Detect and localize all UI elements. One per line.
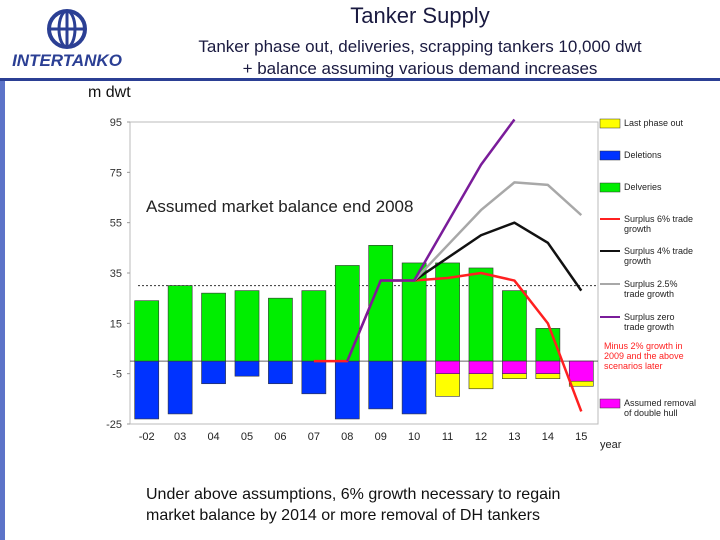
bar-deliveries	[301, 290, 327, 362]
legend-label-minus-2-growth-in-2009-and-the-above-scenarios-later: 2009 and the above	[604, 351, 684, 361]
legend-label-minus-2-growth-in-2009-and-the-above-scenarios-later: scenarios later	[604, 361, 663, 371]
logo-wordmark: INTERTANKO	[12, 51, 122, 70]
y-tick-label: 15	[110, 318, 122, 330]
subtitle-line-2: + balance assuming various demand increa…	[242, 59, 598, 78]
x-tick-label: 06	[274, 431, 286, 443]
bar-assumed-removal-of-double-hull	[535, 360, 561, 374]
x-tick-label: 10	[408, 431, 420, 443]
x-tick-label: 08	[341, 431, 353, 443]
bar-assumed-removal-of-double-hull	[568, 360, 594, 382]
legend-swatch-delveries	[599, 182, 621, 193]
caption-line-2: market balance by 2014 or more removal o…	[146, 507, 540, 524]
legend-label-surplus-2-5-trade-growth: trade growth	[624, 289, 674, 299]
x-axis-title: year	[600, 439, 622, 451]
line-surplus-4-trade-growth	[413, 221, 583, 292]
y-tick-label: 55	[110, 218, 122, 230]
bar-deletions	[368, 360, 394, 410]
legend-label-surplus-6-trade-growth: growth	[624, 224, 651, 234]
x-tick-label: 04	[207, 431, 219, 443]
legend-swatch-assumed-removal-of-double-hull	[599, 398, 621, 409]
legend-label-deletions: Deletions	[624, 150, 662, 160]
legend-swatch-last-phase-out	[599, 118, 621, 129]
x-tick-label: 13	[508, 431, 520, 443]
bar-deletions	[134, 360, 160, 420]
bar-deletions	[234, 360, 260, 377]
x-tick-label: 05	[241, 431, 253, 443]
legend-label-last-phase-out: Last phase out	[624, 118, 684, 128]
bar-last-phase-out	[568, 380, 594, 387]
y-tick-label: 35	[110, 268, 122, 280]
bar-deletions	[167, 360, 193, 415]
caption: Under above assumptions, 6% growth neces…	[146, 484, 666, 526]
bar-deliveries	[502, 290, 527, 362]
x-tick-label: 14	[542, 431, 554, 443]
x-tick-label: 11	[442, 431, 453, 443]
subtitle-line-1: Tanker phase out, deliveries, scrapping …	[198, 37, 642, 56]
bar-deliveries	[268, 297, 293, 362]
bar-assumed-removal-of-double-hull	[435, 360, 460, 374]
x-tick-label: -02	[139, 431, 155, 443]
caption-line-1: Under above assumptions, 6% growth neces…	[146, 486, 561, 503]
left-accent-strip	[0, 81, 5, 540]
line-surplus-zero-trade-growth	[346, 118, 516, 362]
intertanko-logo: INTERTANKO	[8, 8, 126, 74]
bar-deliveries	[368, 245, 394, 362]
bar-deletions	[201, 360, 226, 385]
legend-swatch-deletions	[599, 150, 621, 161]
x-tick-label: 03	[174, 431, 186, 443]
bar-deliveries	[401, 262, 427, 362]
bar-deliveries	[134, 300, 160, 362]
annotation-market-balance: Assumed market balance end 2008	[146, 197, 413, 216]
y-unit-label: m dwt	[88, 84, 131, 101]
bar-deletions	[301, 360, 327, 395]
globe-icon	[10, 9, 124, 70]
legend-label-surplus-zero-trade-growth: Surplus zero	[624, 312, 675, 322]
bar-last-phase-out	[535, 373, 561, 379]
legend-label-delveries: Delveries	[624, 182, 662, 192]
x-tick-label: 09	[375, 431, 387, 443]
y-tick-label: -25	[106, 419, 122, 431]
bar-deliveries	[201, 292, 226, 362]
legend-label-minus-2-growth-in-2009-and-the-above-scenarios-later: Minus 2% growth in	[604, 341, 683, 351]
x-tick-label: 07	[308, 431, 320, 443]
bar-last-phase-out	[435, 373, 460, 397]
bar-assumed-removal-of-double-hull	[502, 360, 527, 374]
legend-label-surplus-zero-trade-growth: trade growth	[624, 322, 674, 332]
page-subtitle: Tanker phase out, deliveries, scrapping …	[130, 36, 710, 80]
bar-assumed-removal-of-double-hull	[468, 360, 494, 374]
legend-label-assumed-removal-of-double-hull: Assumed removal	[624, 398, 696, 408]
bar-deletions	[268, 360, 293, 385]
legend-label-surplus-4-trade-growth: Surplus 4% trade	[624, 246, 693, 256]
legend-label-surplus-6-trade-growth: Surplus 6% trade	[624, 214, 693, 224]
x-tick-label: 15	[575, 431, 587, 443]
bar-deliveries	[334, 265, 360, 362]
plot-area	[129, 121, 599, 425]
header-rule	[0, 78, 720, 81]
y-tick-label: 95	[110, 117, 122, 129]
bar-deletions	[334, 360, 360, 420]
y-tick-label: -5	[112, 369, 122, 381]
bar-deletions	[401, 360, 427, 415]
bar-last-phase-out	[468, 373, 494, 390]
bar-deliveries	[234, 290, 260, 362]
bar-deliveries	[468, 267, 494, 362]
line-surplus-2-5-trade-growth	[413, 181, 583, 282]
x-tick-label: 12	[475, 431, 487, 443]
legend-label-surplus-4-trade-growth: growth	[624, 256, 651, 266]
y-tick-label: 75	[110, 167, 122, 179]
page-title: Tanker Supply	[350, 3, 490, 28]
bar-last-phase-out	[502, 373, 527, 379]
bar-deliveries	[167, 285, 193, 362]
legend-label-assumed-removal-of-double-hull: of double hull	[624, 408, 678, 418]
legend-label-surplus-2-5-trade-growth: Surplus 2.5%	[624, 279, 678, 289]
